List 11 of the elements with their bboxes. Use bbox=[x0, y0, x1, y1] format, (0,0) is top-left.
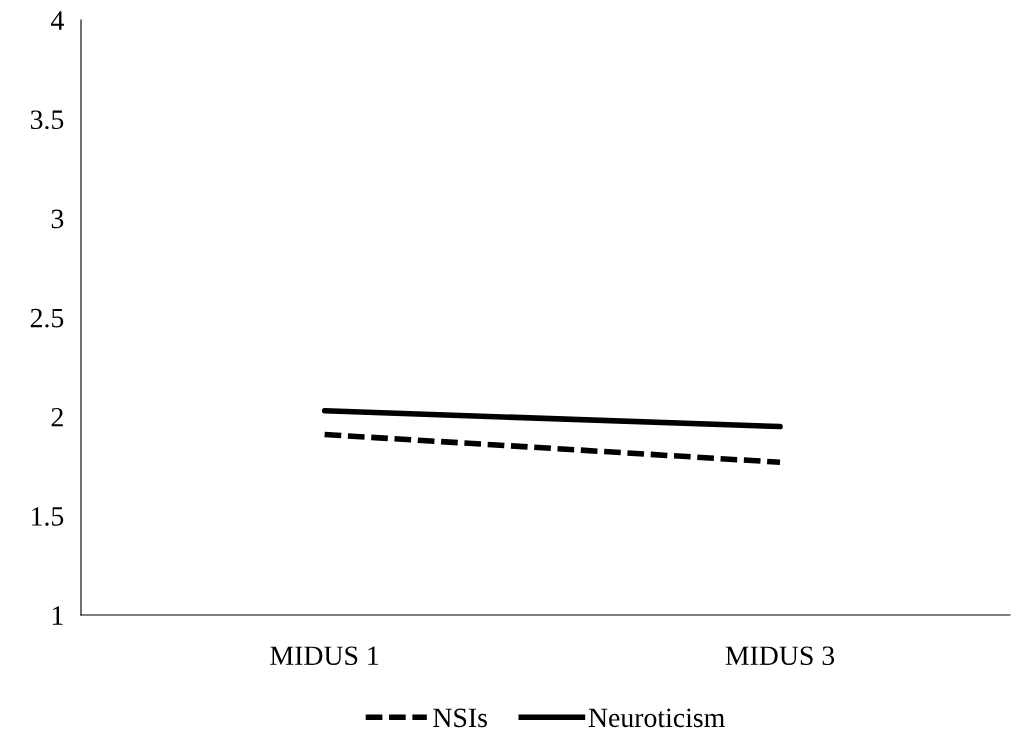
y-tick-label: 1 bbox=[52, 606, 63, 625]
x-tick-label: MIDUS 1 bbox=[270, 646, 379, 666]
y-tick-label: 3.5 bbox=[30, 110, 64, 130]
y-tick-label: 2 bbox=[51, 407, 63, 427]
y-tick-label: 1.5 bbox=[32, 507, 64, 526]
x-tick-label: MIDUS 3 bbox=[725, 646, 835, 666]
y-tick-label: 2.5 bbox=[30, 308, 64, 328]
legend-label: NSIs bbox=[433, 708, 487, 728]
legend-label: Neuroticism bbox=[588, 708, 725, 728]
y-tick-label: 3 bbox=[51, 209, 64, 229]
y-tick-label: 4 bbox=[50, 11, 64, 30]
